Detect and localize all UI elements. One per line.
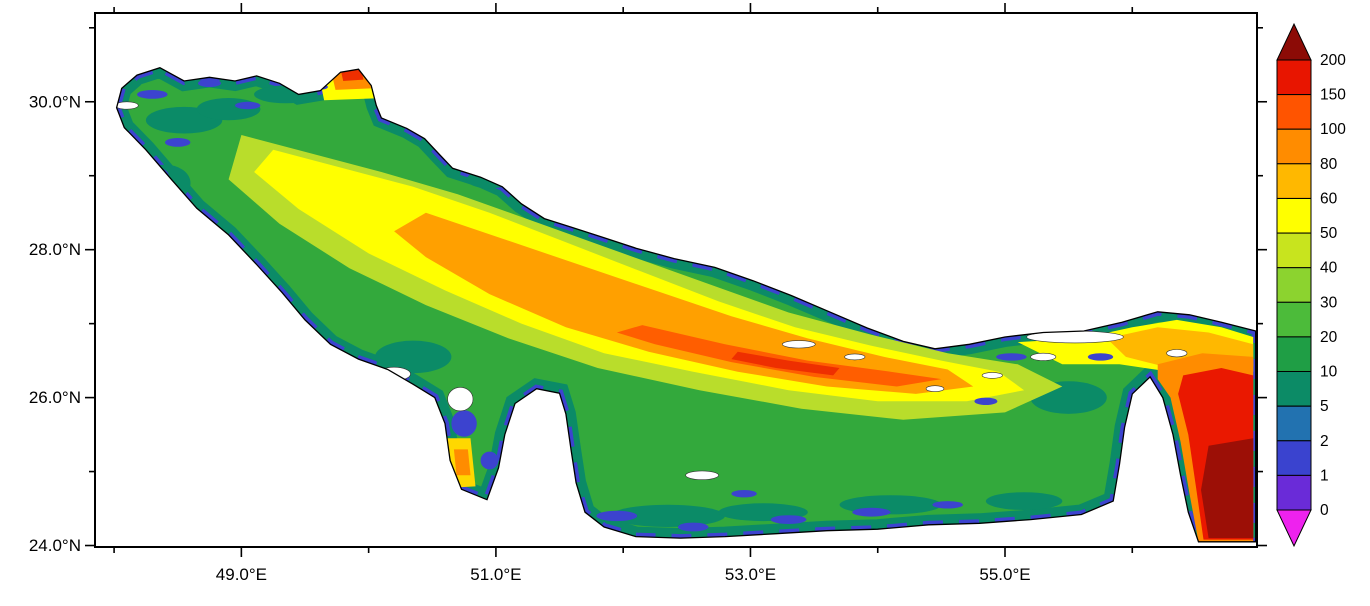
colorbar-label: 1	[1320, 467, 1329, 484]
band-red-core	[731, 351, 840, 376]
island	[981, 372, 1003, 379]
island	[925, 385, 945, 393]
blue-patch	[974, 397, 998, 405]
teal-patch	[610, 504, 725, 527]
y-tick-label: 28.0°N	[29, 240, 81, 259]
island	[447, 387, 474, 412]
colorbar-label: 200	[1320, 52, 1346, 69]
colorbar-label: 2	[1320, 433, 1329, 450]
colorbar-label: 20	[1320, 329, 1338, 346]
colorbar-segment	[1276, 94, 1312, 130]
island	[781, 340, 816, 349]
y-tick-label: 26.0°N	[29, 388, 81, 407]
colorbar-label: 100	[1320, 121, 1346, 138]
colorbar-label: 30	[1320, 294, 1338, 311]
colorbar-label: 150	[1320, 87, 1346, 104]
colorbar-label: 5	[1320, 398, 1329, 415]
blue-patch	[165, 138, 191, 147]
colorbar-label: 50	[1320, 225, 1338, 242]
colorbar-arrow-bottom	[1276, 509, 1312, 548]
blue-patch	[852, 507, 891, 517]
colorbar-segment	[1276, 336, 1312, 372]
blue-patch	[996, 353, 1027, 361]
blue-patch	[770, 515, 807, 524]
teal-patch	[196, 98, 261, 121]
blue-patch	[932, 501, 963, 509]
colorbar-segment	[1276, 59, 1312, 96]
colorbar-segment	[1276, 198, 1312, 234]
blue-patch	[480, 451, 499, 470]
y-tick-label: 24.0°N	[29, 536, 81, 555]
coastline	[115, 66, 1257, 543]
x-tick-label: 55.0°E	[979, 565, 1030, 584]
blue-patch	[596, 510, 638, 522]
island	[1030, 352, 1057, 361]
colorbar-segment	[1276, 267, 1312, 303]
colorbar-segment	[1276, 301, 1312, 338]
band-redorange	[616, 325, 942, 387]
colorbar-segment	[1276, 371, 1312, 407]
band-orange	[394, 212, 974, 394]
island	[116, 101, 139, 110]
island	[1166, 349, 1188, 358]
colorbar-segment	[1276, 128, 1312, 165]
y-tick-label: 30.0°N	[29, 92, 81, 111]
oman-darkred	[1201, 438, 1254, 539]
band-yellow	[254, 149, 1025, 402]
colorbar-label: 40	[1320, 260, 1338, 277]
x-tick-label: 51.0°E	[470, 565, 521, 584]
ticks	[85, 3, 1267, 557]
blue-patch	[137, 90, 168, 99]
colorbar-segment	[1276, 232, 1312, 269]
island	[685, 470, 719, 480]
colorbar-segment	[1276, 163, 1312, 199]
blue-patch	[235, 101, 261, 110]
blue-patch	[1087, 353, 1114, 361]
x-tick-label: 49.0°E	[216, 565, 267, 584]
blue-patch	[198, 79, 221, 88]
teal-patch	[375, 340, 452, 374]
colorbar-segment	[1276, 440, 1312, 476]
blue-patch	[731, 490, 757, 498]
blue-patch	[677, 522, 709, 532]
colorbar-label: 60	[1320, 191, 1338, 208]
island	[844, 353, 866, 361]
colorbar-label: 0	[1320, 502, 1329, 519]
plot-border	[94, 12, 1258, 548]
teal-patch	[985, 492, 1063, 510]
colorbar-segment	[1276, 405, 1312, 442]
blue-patch	[451, 410, 477, 437]
salwa-orange	[453, 449, 471, 476]
colorbar-label: 10	[1320, 364, 1338, 381]
x-tick-label: 53.0°E	[725, 565, 776, 584]
colorbar-label: 80	[1320, 156, 1338, 173]
colorbar-segment	[1276, 474, 1312, 511]
